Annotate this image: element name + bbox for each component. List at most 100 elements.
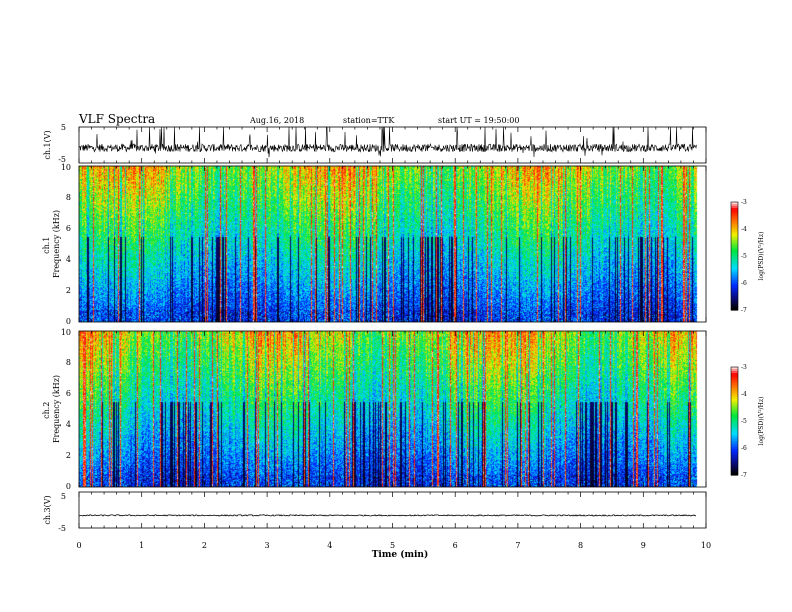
colorbar-tick-label: -7 xyxy=(741,307,747,314)
colorbar-swatch xyxy=(731,270,738,273)
colorbar-swatch xyxy=(731,463,738,466)
colorbar-swatch xyxy=(731,234,738,237)
ch1-freq-tick-4: 4 xyxy=(66,255,71,264)
ch1-waveform-panel: 5 -5 ch.1(V) xyxy=(43,123,707,164)
colorbar-swatch xyxy=(731,202,738,205)
colorbar-swatch xyxy=(731,286,738,289)
colorbar-swatch xyxy=(731,467,738,470)
figure-station: station=TTK xyxy=(343,116,395,125)
colorbar-tick-label: -3 xyxy=(741,199,747,206)
colorbar-swatch xyxy=(731,419,738,422)
colorbar-label: log(PSD)(V²/Hz) xyxy=(758,232,765,281)
ch1-spectrogram-panel: 0 2 4 6 8 10 ch.1 Frequency (kHz) xyxy=(42,163,707,326)
x-tick-label: 2 xyxy=(202,541,207,550)
colorbar-swatch xyxy=(731,447,738,450)
colorbar-swatch xyxy=(731,431,738,434)
colorbar-frame xyxy=(730,201,739,311)
colorbar-tick-label: -6 xyxy=(741,445,747,452)
colorbar-swatch xyxy=(731,250,738,253)
colorbar-swatch xyxy=(731,288,738,291)
ch2-freq-tick-2: 2 xyxy=(66,451,71,460)
colorbar-swatch xyxy=(731,371,738,374)
colorbar-label: log(PSD)(V²/Hz) xyxy=(758,397,765,446)
colorbar-swatch xyxy=(731,218,738,221)
colorbar-swatch xyxy=(731,449,738,452)
colorbar-tick-label: -5 xyxy=(741,253,747,260)
ch3-ytick-bottom: -5 xyxy=(58,524,66,533)
colorbar-swatch xyxy=(731,258,738,261)
colorbar-swatch xyxy=(731,236,738,239)
colorbar-swatch xyxy=(731,369,738,372)
ch2-colorbar: -3 -4 -5 -6 -7 log(PSD)(V²/Hz) xyxy=(730,364,765,479)
colorbar-swatch xyxy=(731,417,738,420)
colorbar-swatch xyxy=(731,208,738,211)
colorbar-swatch xyxy=(731,240,738,243)
colorbar-swatch xyxy=(731,415,738,418)
colorbar-swatch xyxy=(731,401,738,404)
colorbar-swatch xyxy=(731,375,738,378)
colorbar-swatch xyxy=(731,216,738,219)
colorbar-swatch xyxy=(731,300,738,303)
colorbar-swatch xyxy=(731,302,738,305)
figure-start-time: start UT = 19:50:00 xyxy=(438,116,519,125)
colorbar-swatch xyxy=(731,381,738,384)
ch1-freq-tick-10: 10 xyxy=(61,163,71,172)
colorbar-swatch xyxy=(731,397,738,400)
colorbar-swatch xyxy=(731,206,738,209)
colorbar-swatch xyxy=(731,294,738,297)
colorbar-swatch xyxy=(731,292,738,295)
ch1-freq-tick-8: 8 xyxy=(66,193,71,202)
ch2-spectrogram-panel: 0 2 4 6 8 10 ch.2 Frequency (kHz) xyxy=(42,328,707,491)
colorbar-tick-label: -3 xyxy=(741,364,747,371)
x-tick-label: 0 xyxy=(76,541,81,550)
colorbar-swatch xyxy=(731,284,738,287)
colorbar-swatch xyxy=(731,278,738,281)
colorbar-swatch xyxy=(731,373,738,376)
colorbar-swatch xyxy=(731,425,738,428)
colorbar-swatch xyxy=(731,242,738,245)
colorbar-swatch xyxy=(731,439,738,442)
colorbar-swatch xyxy=(731,244,738,247)
colorbar-swatch xyxy=(731,455,738,458)
colorbar-swatch xyxy=(731,473,738,476)
colorbar-swatch xyxy=(731,256,738,259)
colorbar-swatch xyxy=(731,387,738,390)
ch1-spectrogram-ylabel: ch.1 Frequency (kHz) xyxy=(42,210,61,278)
ch1-ylabel: ch.1(V) xyxy=(43,130,52,159)
colorbar-swatch xyxy=(731,214,738,217)
ch2-freq-tick-6: 6 xyxy=(66,389,71,398)
colorbar-tick-label: -4 xyxy=(741,226,747,233)
x-tick-label: 5 xyxy=(390,541,395,550)
colorbar-swatch xyxy=(731,266,738,269)
colorbar-swatch xyxy=(731,399,738,402)
colorbar-swatch xyxy=(731,226,738,229)
colorbar-swatch xyxy=(731,469,738,472)
ch3-waveform-frame xyxy=(78,491,707,529)
ch3-waveform-ticks xyxy=(78,492,707,528)
colorbar-swatch xyxy=(731,413,738,416)
colorbar-swatch xyxy=(731,282,738,285)
ch1-waveform-ticks xyxy=(78,127,707,163)
x-tick-label: 8 xyxy=(578,541,583,550)
colorbar-swatch xyxy=(731,451,738,454)
ch2-ylabel-line1: ch.2 xyxy=(42,402,51,419)
colorbar-swatch xyxy=(731,210,738,213)
colorbar-swatch xyxy=(731,433,738,436)
colorbar-swatch xyxy=(731,423,738,426)
colorbar-tick-label: -6 xyxy=(741,280,747,287)
ch1-colorbar: -3 -4 -5 -6 -7 log(PSD)(V²/Hz) xyxy=(730,199,765,314)
colorbar-tick-label: -5 xyxy=(741,418,747,425)
colorbar-swatch xyxy=(731,403,738,406)
colorbar-swatch xyxy=(731,232,738,235)
x-tick-label: 6 xyxy=(453,541,458,550)
colorbar-swatch xyxy=(731,457,738,460)
colorbar-swatch xyxy=(731,246,738,249)
colorbar-swatch xyxy=(731,441,738,444)
x-tick-label: 10 xyxy=(701,541,711,550)
figure-date: Aug.16, 2018 xyxy=(249,116,304,125)
colorbar-swatch xyxy=(731,453,738,456)
x-tick-label: 4 xyxy=(327,541,332,550)
colorbar-swatch xyxy=(731,276,738,279)
ch1-waveform-line xyxy=(78,126,697,158)
